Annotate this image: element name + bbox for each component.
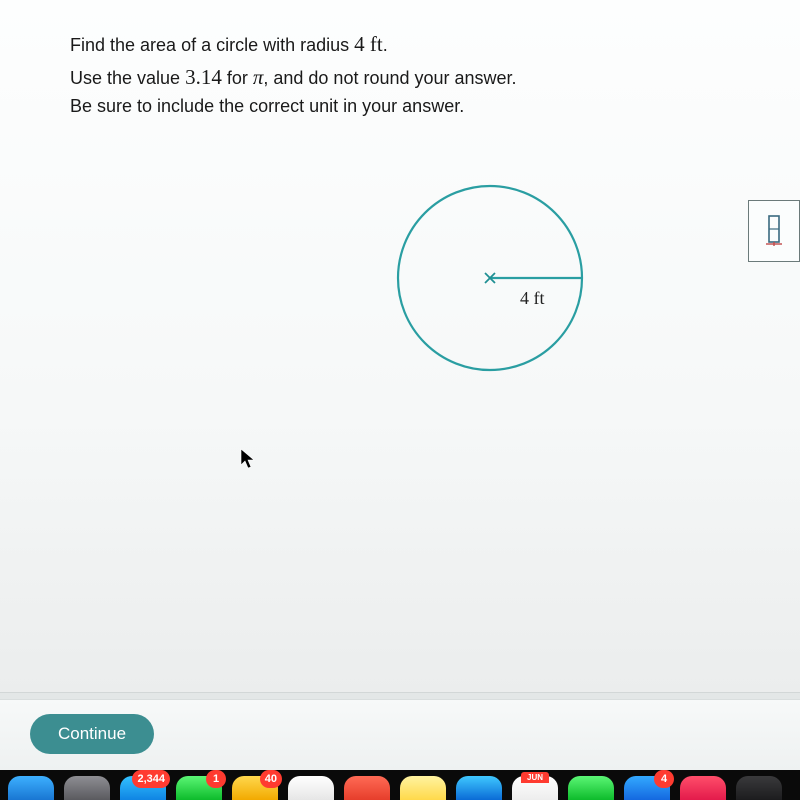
text: for xyxy=(222,68,253,88)
circle-svg xyxy=(380,168,600,388)
circle-diagram: 4 ft xyxy=(380,168,600,388)
continue-button[interactable]: Continue xyxy=(30,714,154,754)
dock-icon-music[interactable] xyxy=(680,776,726,800)
dock-icon-notes[interactable] xyxy=(400,776,446,800)
dock-icon-mail[interactable]: 2,344 xyxy=(120,776,166,800)
text: , and do not round your answer. xyxy=(263,68,516,88)
pi-symbol: π xyxy=(253,65,264,89)
badge: 40 xyxy=(260,770,282,788)
dock-icon-app-store[interactable]: 4 xyxy=(624,776,670,800)
section-divider xyxy=(0,692,800,700)
dock-icon-finder[interactable] xyxy=(8,776,54,800)
dock-icon-app-red[interactable] xyxy=(344,776,390,800)
pi-value: 3.14 xyxy=(185,65,222,89)
problem-text: Find the area of a circle with radius 4 … xyxy=(70,28,730,121)
dock-icon-app-gray[interactable] xyxy=(64,776,110,800)
macos-dock: 2,344 1 40 JUN 4 xyxy=(0,770,800,800)
problem-line-3: Be sure to include the correct unit in y… xyxy=(70,93,730,121)
dock-icon-messages[interactable]: 1 xyxy=(176,776,222,800)
cursor-icon xyxy=(240,448,258,472)
badge: 1 xyxy=(206,770,226,788)
dock-icon-photos[interactable] xyxy=(288,776,334,800)
radius-value: 4 ft xyxy=(354,32,383,56)
dock-icon-facetime[interactable] xyxy=(568,776,614,800)
dock-icon-safari[interactable] xyxy=(456,776,502,800)
footer-bar: Continue xyxy=(0,700,800,770)
unit-tool-button[interactable] xyxy=(748,200,800,262)
text: . xyxy=(383,35,388,55)
dock-icon-app-dark[interactable] xyxy=(736,776,782,800)
text: Use the value xyxy=(70,68,185,88)
problem-line-1: Find the area of a circle with radius 4 … xyxy=(70,28,730,61)
text: Find the area of a circle with radius xyxy=(70,35,354,55)
problem-area: Find the area of a circle with radius 4 … xyxy=(0,0,800,692)
dock-icon-app-yellow[interactable]: 40 xyxy=(232,776,278,800)
unit-tool-icon xyxy=(764,214,784,248)
radius-label: 4 ft xyxy=(520,288,545,309)
badge: 4 xyxy=(654,770,674,788)
dock-icon-calendar[interactable]: JUN xyxy=(512,776,558,800)
badge: 2,344 xyxy=(132,770,170,788)
calendar-month-tag: JUN xyxy=(521,772,549,783)
problem-line-2: Use the value 3.14 for π, and do not rou… xyxy=(70,61,730,94)
